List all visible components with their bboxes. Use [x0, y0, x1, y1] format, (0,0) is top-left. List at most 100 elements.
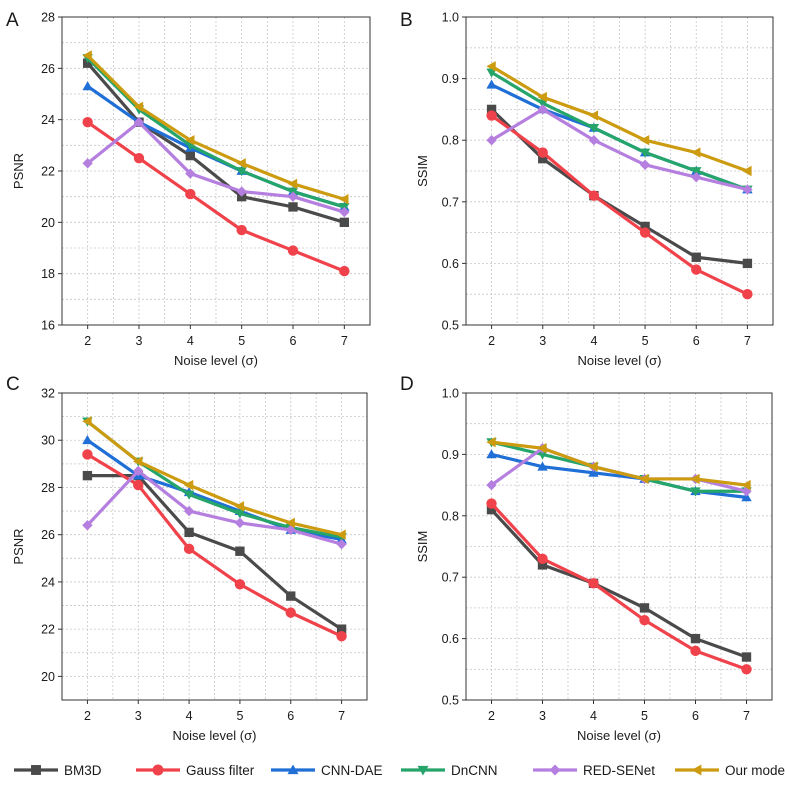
gridlines	[466, 392, 772, 701]
data-point-bm3d	[486, 504, 497, 515]
data-point-gauss-filter	[133, 479, 144, 491]
x-tick-label: 6	[290, 334, 297, 348]
legend-item-dncnn: DnCNN	[401, 763, 498, 778]
y-tick-label: 1.0	[442, 11, 459, 25]
data-point-bm3d	[336, 624, 347, 634]
series-line-our-model	[489, 64, 750, 173]
data-point-our-model	[236, 158, 246, 169]
y-tick-label: 26	[41, 528, 55, 542]
y-axis-label: SSIM	[415, 155, 430, 187]
data-point-bm3d	[288, 202, 298, 212]
data-point-gauss-filter	[82, 449, 93, 460]
series-line-our-model	[489, 440, 749, 487]
x-tick-label: 2	[84, 709, 91, 723]
data-point-our-model	[588, 110, 599, 121]
data-point-our-model	[82, 50, 92, 61]
series-gauss-filter	[82, 117, 350, 277]
data-point-red-senet	[185, 168, 196, 179]
data-point-bm3d	[339, 217, 350, 228]
x-tick-label: 5	[641, 709, 648, 723]
data-point-red-senet	[486, 479, 497, 491]
data-point-bm3d	[286, 591, 296, 601]
x-tick-label: 3	[539, 334, 546, 348]
data-point-gauss-filter	[588, 190, 600, 201]
series-red-senet	[486, 104, 753, 195]
data-point-red-senet	[639, 159, 651, 171]
legend-item-cnn-dae: CNN-DAE	[271, 763, 383, 778]
data-point-our-model	[537, 443, 547, 454]
legend-marker-triangle-down	[417, 765, 429, 776]
data-point-our-model	[133, 456, 143, 467]
legend-item-bm3d: BM3D	[14, 763, 102, 778]
series-line-dncnn	[489, 70, 750, 192]
panel-a: 16 18 20 22 24 26 28 2 3 4 5 6 7 Noise level (σ) PSNR A	[6, 10, 371, 368]
y-tick-label: 24	[41, 113, 55, 127]
data-point-gauss-filter	[741, 664, 752, 675]
y-tick-label: 0.8	[442, 509, 459, 523]
y-tick-label: 0.9	[442, 448, 459, 462]
x-axis-label: Noise level (σ)	[577, 728, 661, 743]
data-point-our-model	[185, 135, 195, 146]
x-axis-label: Noise level (σ)	[173, 728, 257, 743]
data-point-cnn-dae	[486, 449, 497, 459]
x-tick-label: 3	[136, 334, 143, 348]
data-point-dncnn	[588, 123, 600, 134]
y-tick-label: 28	[41, 11, 55, 25]
legend-item-gauss-filter: Gauss filter	[136, 763, 255, 778]
x-tick-label: 4	[590, 709, 597, 723]
data-point-cnn-dae	[537, 461, 548, 471]
data-point-our-model	[639, 135, 650, 146]
x-axis-label: Noise level (σ)	[174, 353, 258, 368]
x-axis-label: Noise level (σ)	[578, 353, 662, 368]
data-point-bm3d	[538, 154, 548, 164]
data-point-our-model	[741, 479, 751, 491]
data-point-red-senet	[236, 186, 247, 197]
legend-label: BM3D	[64, 763, 102, 778]
series-our-model	[82, 50, 349, 205]
data-point-bm3d	[639, 603, 650, 613]
panel-letter: B	[400, 10, 413, 31]
y-tick-label: 30	[41, 434, 55, 448]
data-point-red-senet	[691, 171, 702, 183]
data-point-gauss-filter	[234, 579, 246, 590]
data-point-red-senet	[82, 158, 93, 169]
data-point-cnn-dae	[82, 435, 93, 445]
data-point-gauss-filter	[285, 607, 296, 618]
x-tick-label: 5	[236, 709, 243, 723]
data-point-our-model	[691, 147, 701, 158]
series-line-our-model	[86, 53, 346, 201]
data-point-cnn-dae	[82, 81, 93, 91]
data-point-bm3d	[640, 221, 650, 232]
x-tick-label: 4	[590, 334, 597, 348]
data-point-our-model	[537, 91, 547, 103]
legend-marker-diamond	[549, 764, 561, 776]
panel-d: 0.5 0.6 0.7 0.8 0.9 1.0 2 3 4 5 6 7 Noise level (σ) S…	[400, 374, 773, 743]
y-tick-label: 22	[41, 623, 55, 637]
legend-marker-triangle-left	[691, 764, 702, 776]
data-point-cnn-dae	[741, 492, 752, 502]
series-line-gauss-filter	[489, 501, 749, 671]
data-point-gauss-filter	[639, 614, 650, 626]
x-tick-label: 7	[743, 709, 750, 723]
data-point-red-senet	[234, 517, 246, 529]
data-point-dncnn	[234, 509, 246, 519]
data-point-gauss-filter	[537, 147, 548, 158]
y-tick-label: 0.6	[442, 632, 459, 646]
data-point-red-senet	[183, 505, 195, 517]
legend-label: DnCNN	[451, 763, 498, 778]
x-tick-label: 7	[341, 334, 348, 348]
series-line-dncnn	[86, 56, 346, 209]
data-point-dncnn	[639, 148, 651, 158]
y-tick-label: 24	[41, 575, 55, 589]
data-point-gauss-filter	[236, 224, 247, 236]
y-tick-label: 1.0	[442, 387, 459, 401]
panel-b: 0.5 0.6 0.7 0.8 0.9 1.0 2 3 4 5 6 7 Noise level (σ) S…	[400, 10, 774, 368]
series-line-red-senet	[489, 107, 750, 192]
data-point-gauss-filter	[183, 543, 195, 555]
panel-c: 20 22 24 26 28 30 32 2 3 4 5 6 7 Noise level (σ) PSNR C	[6, 374, 368, 743]
series-our-model	[486, 61, 752, 177]
y-axis-label: PSNR	[11, 153, 26, 189]
x-tick-label: 6	[287, 709, 294, 723]
data-point-gauss-filter	[588, 578, 599, 589]
